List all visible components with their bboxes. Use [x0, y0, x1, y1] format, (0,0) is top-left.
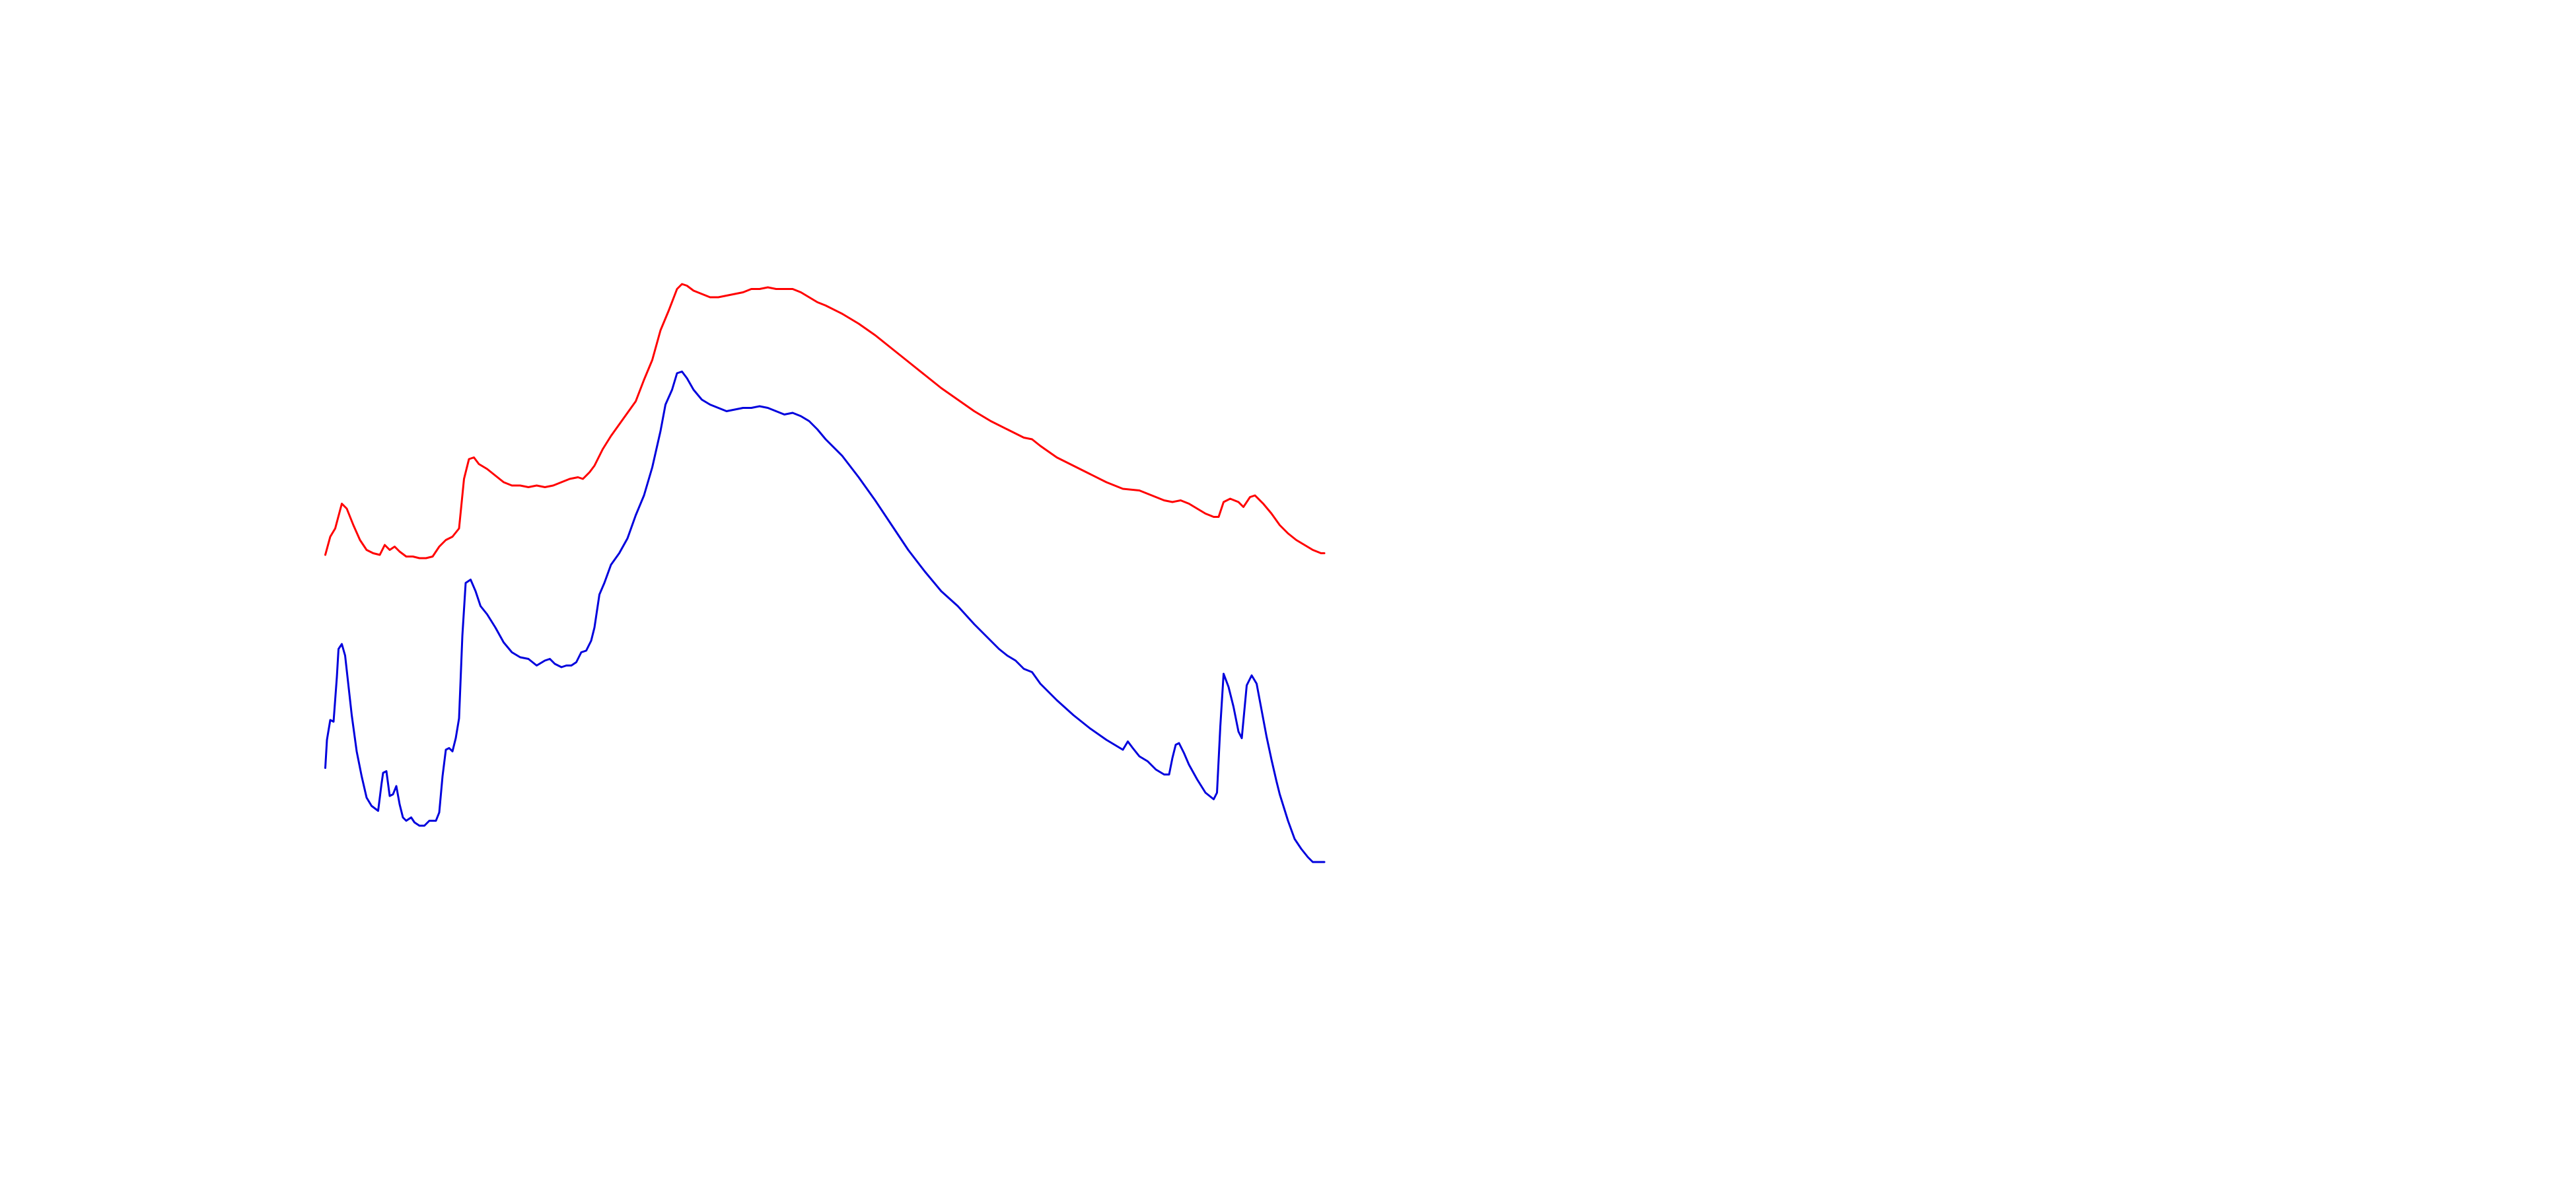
data-line — [324, 283, 1326, 559]
data-line — [324, 371, 1326, 863]
